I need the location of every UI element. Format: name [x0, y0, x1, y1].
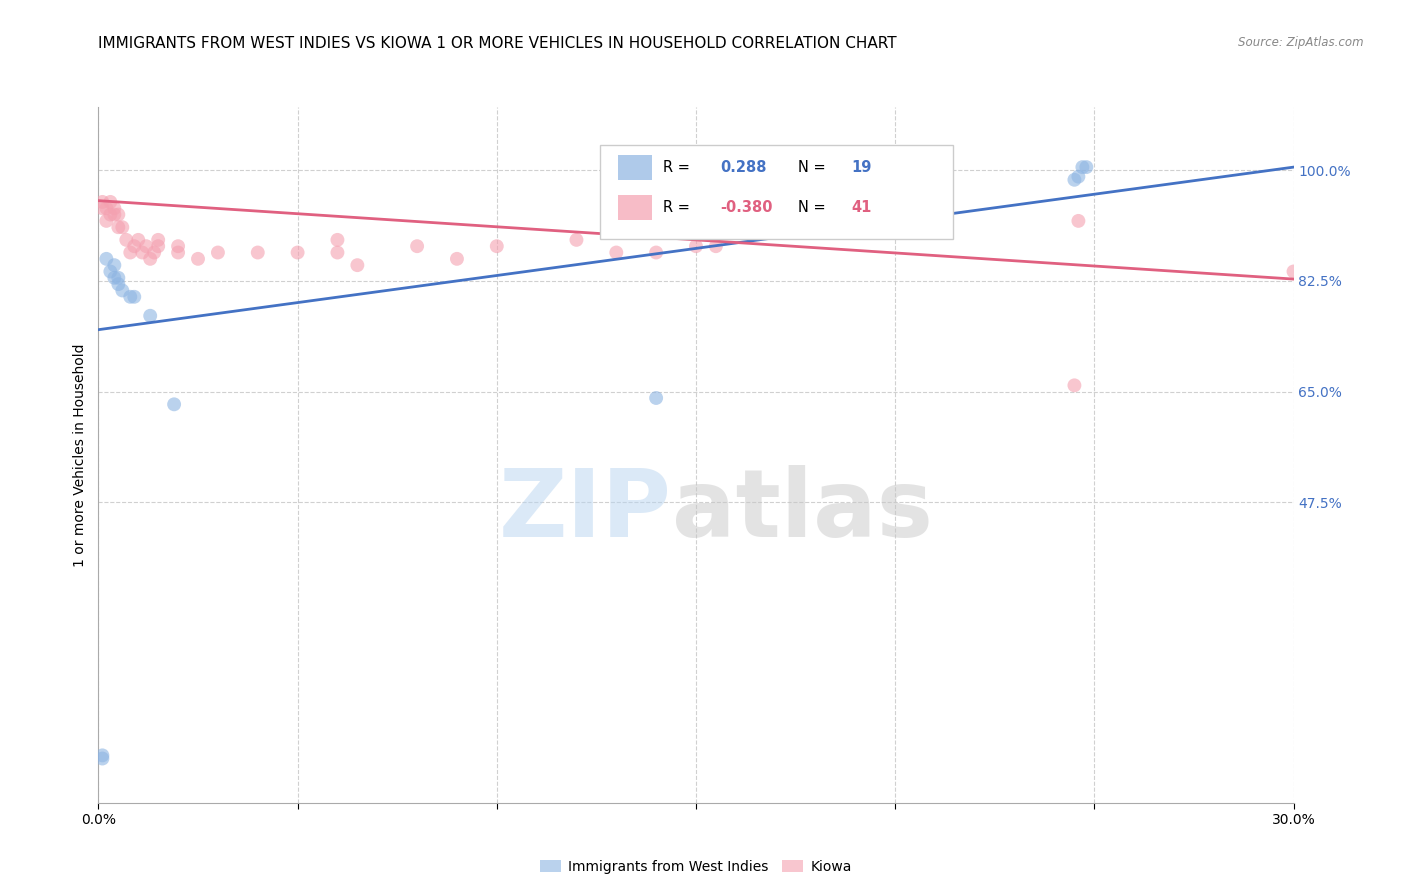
Point [107, 208, 129, 222]
Point [605, 245, 627, 260]
FancyBboxPatch shape [600, 145, 953, 239]
Point [704, 239, 727, 253]
Point [287, 245, 309, 260]
Text: R =: R = [662, 160, 695, 175]
Point [163, 397, 186, 411]
Point [96, 252, 118, 266]
Point [346, 258, 368, 272]
Point [107, 277, 129, 292]
Point [139, 309, 162, 323]
Text: 0.288: 0.288 [720, 160, 766, 175]
Point [115, 233, 138, 247]
Point [124, 290, 146, 304]
Y-axis label: 1 or more Vehicles in Household: 1 or more Vehicles in Household [73, 343, 87, 566]
Point [187, 252, 209, 266]
Point [96, 201, 118, 215]
Point [91, 751, 114, 765]
Point [1067, 214, 1090, 228]
Text: 19: 19 [852, 160, 872, 175]
Point [167, 239, 190, 253]
Point [645, 391, 668, 405]
Point [107, 220, 129, 235]
Point [207, 245, 229, 260]
Point [120, 290, 142, 304]
Text: N =: N = [797, 160, 830, 175]
Point [246, 245, 269, 260]
Point [1071, 160, 1094, 174]
Point [148, 233, 170, 247]
Point [139, 252, 162, 266]
Point [1063, 378, 1085, 392]
Point [1063, 173, 1085, 187]
Bar [619, 155, 652, 180]
Point [127, 233, 149, 247]
Point [124, 239, 146, 253]
Point [111, 220, 134, 235]
Point [103, 208, 125, 222]
Point [91, 201, 114, 215]
Point [326, 233, 349, 247]
Text: Source: ZipAtlas.com: Source: ZipAtlas.com [1239, 36, 1364, 49]
Point [96, 214, 118, 228]
Point [685, 239, 707, 253]
Text: R =: R = [662, 201, 695, 216]
Text: IMMIGRANTS FROM WEST INDIES VS KIOWA 1 OR MORE VEHICLES IN HOUSEHOLD CORRELATION: IMMIGRANTS FROM WEST INDIES VS KIOWA 1 O… [98, 36, 897, 51]
Point [326, 245, 349, 260]
Text: N =: N = [797, 201, 830, 216]
Point [111, 284, 134, 298]
Text: -0.380: -0.380 [720, 201, 772, 216]
Point [91, 748, 114, 763]
Point [645, 245, 668, 260]
Point [103, 201, 125, 215]
Point [143, 245, 166, 260]
Point [100, 264, 122, 278]
Point [120, 245, 142, 260]
Point [167, 245, 190, 260]
Text: ZIP: ZIP [499, 465, 672, 557]
Point [1067, 169, 1090, 184]
Text: 41: 41 [852, 201, 872, 216]
Point [107, 270, 129, 285]
Point [135, 239, 157, 253]
Point [485, 239, 508, 253]
Point [665, 163, 688, 178]
Point [91, 194, 114, 209]
Text: atlas: atlas [672, 465, 934, 557]
Point [103, 270, 125, 285]
Point [406, 239, 429, 253]
Point [100, 208, 122, 222]
Bar [619, 195, 652, 220]
Point [565, 233, 588, 247]
Point [1282, 264, 1305, 278]
Point [131, 245, 153, 260]
Point [1076, 160, 1098, 174]
Point [103, 258, 125, 272]
Legend: Immigrants from West Indies, Kiowa: Immigrants from West Indies, Kiowa [534, 855, 858, 880]
Point [446, 252, 468, 266]
Point [100, 194, 122, 209]
Point [148, 239, 170, 253]
